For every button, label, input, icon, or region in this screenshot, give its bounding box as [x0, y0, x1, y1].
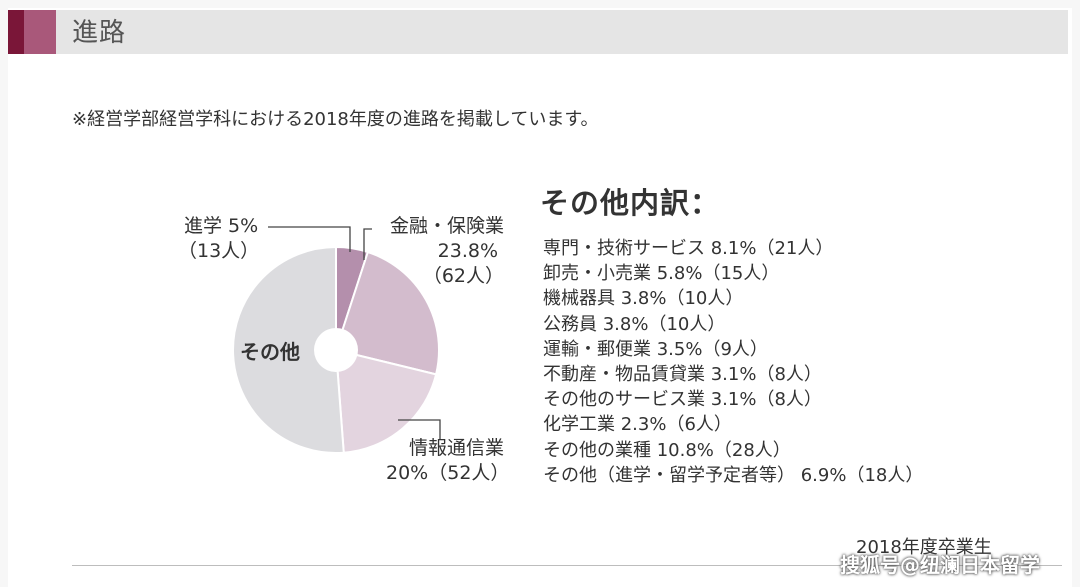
pie-slice-kinyu: [334, 250, 440, 376]
pie-center-hole: [314, 328, 358, 372]
pie-label-kinyu-count: （62人）: [422, 265, 504, 287]
pie-label-kinyu: 金融・保険業 23.8% （62人）: [374, 214, 504, 289]
breakdown-item: その他のサービス業 3.1%（8人）: [543, 389, 822, 411]
watermark: 搜狐号@纽澜日本留学: [840, 553, 1040, 577]
pie-label-sonota: その他: [240, 340, 300, 364]
breakdown-item: その他の業種 10.8%（28人）: [543, 439, 791, 461]
breakdown-item: 運輸・郵便業 3.5%（9人）: [543, 338, 768, 360]
pie-label-joho-pct: 20%（52人）: [386, 462, 510, 484]
leader-line-kinyu: [363, 228, 372, 260]
pie-slice-joho: [334, 348, 438, 454]
pie-label-kinyu-pct: 23.8%: [437, 240, 498, 262]
breakdown-item: 公務員 3.8%（10人）: [543, 313, 726, 335]
pie-label-shingaku-count: （13人）: [178, 240, 260, 262]
pie-label-shingaku: 進学 5% （13人）: [178, 214, 259, 264]
breakdown-item: 不動産・物品賃貸業 3.1%（8人）: [543, 364, 822, 386]
pie-label-joho: 情報通信業 20%（52人）: [386, 436, 510, 486]
content-card: [8, 8, 1072, 587]
section-title: 進路: [72, 18, 127, 48]
breakdown-list: 専門・技術サービス 8.1%（21人） 卸売・小売業 5.8%（15人） 機械器具 …: [543, 236, 923, 488]
breakdown-item: 卸売・小売業 5.8%（15人）: [543, 263, 780, 285]
section-header: [8, 10, 1068, 54]
footer-divider: [72, 565, 1062, 566]
leader-line-shingaku: [268, 226, 351, 252]
breakdown-title: その他内訳：: [540, 186, 721, 220]
header-accent-dark: [8, 10, 24, 54]
breakdown-item: その他（進学・留学予定者等） 6.9%（18人）: [543, 464, 924, 486]
note-text: ※経営学部経営学科における2018年度の進路を掲載しています。: [72, 109, 599, 130]
pie-label-joho-name: 情報通信業: [408, 437, 504, 459]
footer-caption: 2018年度卒業生: [856, 537, 992, 558]
breakdown-item: 機械器具 3.8%（10人）: [543, 288, 744, 310]
breakdown-item: 専門・技術サービス 8.1%（21人）: [543, 238, 834, 259]
pie-slice-sonota: [232, 245, 345, 454]
pie-label-kinyu-name: 金融・保険業: [389, 215, 504, 237]
pie-label-shingaku-pct: 進学 5%: [184, 215, 259, 237]
breakdown-item: 化学工業 2.3%（6人）: [543, 414, 732, 436]
leader-line-joho: [398, 419, 441, 440]
header-accent-light: [24, 10, 56, 54]
